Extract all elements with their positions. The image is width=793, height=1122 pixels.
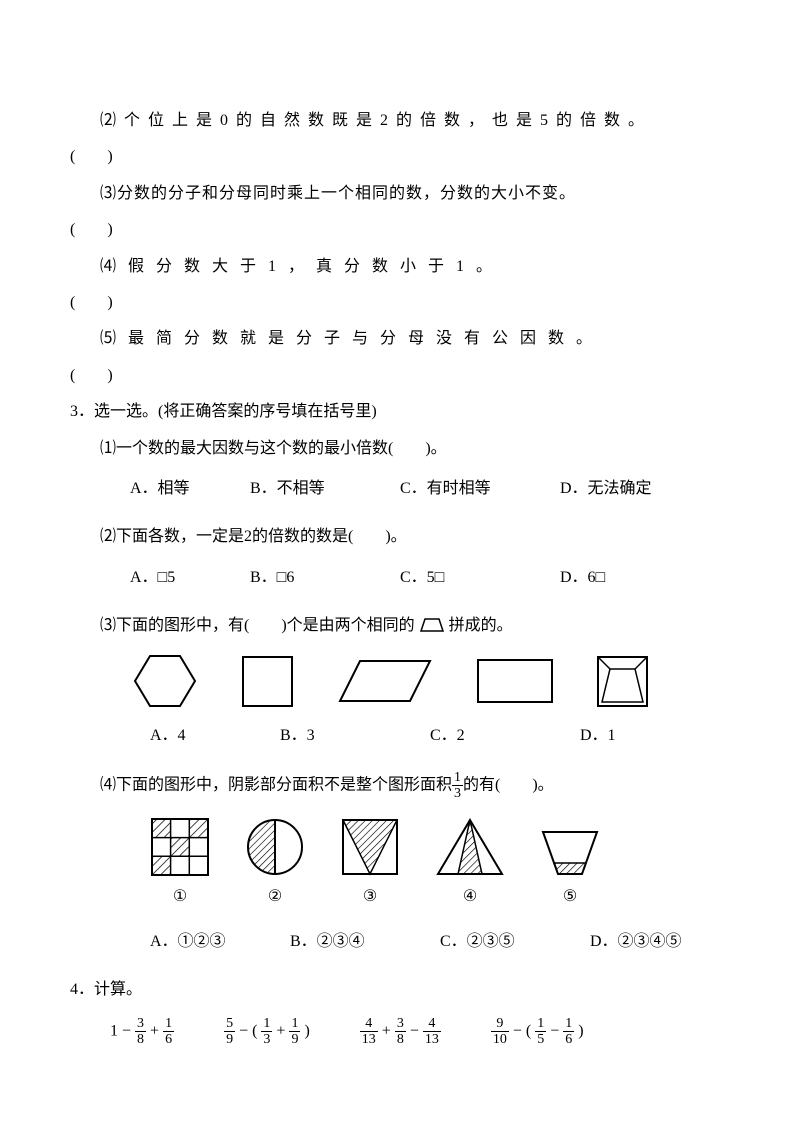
s3-q1-c[interactable]: C．有时相等	[400, 474, 560, 504]
grid-shape	[150, 817, 210, 877]
s4-e2: 59 − ( 13 + 19 )	[224, 1016, 310, 1048]
tf-q2: ⑵个位上是0的自然数既是2的倍数，也是5的倍数。	[70, 106, 723, 136]
s3-q4-text-a: ⑷下面的图形中，阴影部分面积不是整个图形面积	[100, 776, 452, 793]
tf-q4-text: ⑷假分数大于1，真分数小于1。	[100, 258, 504, 275]
s3-q1-b[interactable]: B．不相等	[250, 474, 400, 504]
nested-square-shape	[595, 654, 650, 709]
s3-q4-c4: ④	[435, 882, 505, 912]
s3-q4-c3: ③	[340, 882, 400, 912]
s3-q4-c2: ②	[245, 882, 305, 912]
square-shape	[240, 654, 295, 709]
s3-title: 3．选一选。(将正确答案的序号填在括号里)	[70, 397, 723, 427]
tf-q4-paren[interactable]: ( )	[70, 288, 723, 318]
tf-q4: ⑷假分数大于1，真分数小于1。	[70, 252, 723, 282]
s3-q1-options: A．相等 B．不相等 C．有时相等 D．无法确定	[70, 474, 723, 504]
s3-q4-options: A．①②③ B．②③④ C．②③⑤ D．②③④⑤	[70, 927, 723, 957]
s3-q3-a[interactable]: A．4	[150, 721, 280, 751]
tf-q5-paren[interactable]: ( )	[70, 361, 723, 391]
s4-title: 4．计算。	[70, 975, 723, 1005]
s3-q3: ⑶下面的图形中，有( )个是由两个相同的 拼成的。	[70, 611, 723, 641]
s4-e1: 1 − 38 + 16	[110, 1016, 174, 1048]
s3-q4-c5: ⑤	[540, 882, 600, 912]
s3-q3-text-a: ⑶下面的图形中，有( )个是由两个相同的	[100, 617, 415, 634]
s3-q2-d[interactable]: D．6□	[560, 563, 605, 593]
trapezoid-shape	[540, 829, 600, 877]
s4-expressions: 1 − 38 + 16 59 − ( 13 + 19 ) 413 + 38 − …	[70, 1016, 723, 1048]
hexagon-shape	[130, 651, 200, 711]
s3-q1-a[interactable]: A．相等	[130, 474, 250, 504]
s3-q3-options: A．4 B．3 C．2 D．1	[70, 721, 723, 751]
circle-shape	[245, 817, 305, 877]
s3-q3-c[interactable]: C．2	[430, 721, 580, 751]
s4-e4: 910 − ( 15 − 16 )	[491, 1016, 584, 1048]
tf-q3-paren[interactable]: ( )	[70, 215, 723, 245]
s3-q4-d[interactable]: D．②③④⑤	[590, 927, 682, 957]
s3-q4: ⑷下面的图形中，阴影部分面积不是整个图形面积13的有( )。	[70, 770, 723, 802]
s3-q3-shapes	[70, 651, 723, 711]
s3-q1: ⑴一个数的最大因数与这个数的最小倍数( )。	[70, 434, 723, 464]
s3-q4-c1: ①	[150, 882, 210, 912]
s3-q2-a[interactable]: A．□5	[130, 563, 250, 593]
s3-q4-b[interactable]: B．②③④	[290, 927, 440, 957]
s3-q4-c[interactable]: C．②③⑤	[440, 927, 590, 957]
s3-q3-b[interactable]: B．3	[280, 721, 430, 751]
s3-q2-b[interactable]: B．□6	[250, 563, 400, 593]
s3-q4-text-b: 的有( )。	[463, 776, 554, 793]
tf-q2-text: ⑵个位上是0的自然数既是2的倍数，也是5的倍数。	[100, 112, 652, 129]
s3-q4-a[interactable]: A．①②③	[150, 927, 290, 957]
square-tri-shape	[340, 817, 400, 877]
s3-q3-d[interactable]: D．1	[580, 721, 616, 751]
tf-q3-text: ⑶分数的分子和分母同时乘上一个相同的数，分数的大小不变。	[100, 185, 576, 202]
s4-e3: 413 + 38 − 413	[360, 1016, 441, 1048]
s3-q4-labels: ① ② ③ ④ ⑤	[70, 882, 723, 912]
s3-q2: ⑵下面各数，一定是2的倍数的数是( )。	[70, 522, 723, 552]
parallelogram-shape	[335, 656, 435, 706]
tf-q5: ⑸最简分数就是分子与分母没有公因数。	[70, 324, 723, 354]
s3-q2-options: A．□5 B．□6 C．5□ D．6□	[70, 563, 723, 593]
tf-q5-text: ⑸最简分数就是分子与分母没有公因数。	[100, 330, 604, 347]
trapezoid-icon	[419, 617, 445, 633]
s3-q4-shapes	[70, 817, 723, 877]
tf-q2-paren[interactable]: ( )	[70, 142, 723, 172]
tf-q3: ⑶分数的分子和分母同时乘上一个相同的数，分数的大小不变。	[70, 179, 723, 209]
s3-q3-text-b: 拼成的。	[449, 617, 513, 634]
s3-q1-d[interactable]: D．无法确定	[560, 474, 652, 504]
s3-q2-c[interactable]: C．5□	[400, 563, 560, 593]
rectangle-shape	[475, 657, 555, 705]
triangle-shape	[435, 817, 505, 877]
frac-1-3: 13	[452, 770, 463, 802]
